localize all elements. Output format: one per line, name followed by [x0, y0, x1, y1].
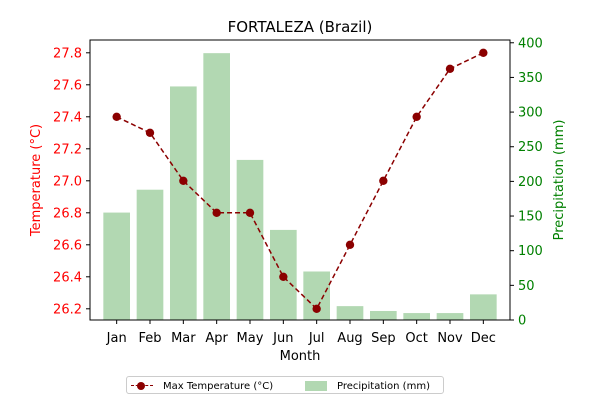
legend-label-precipitation: Precipitation (mm) — [337, 380, 430, 392]
precip-bar-sep — [370, 310, 397, 320]
precip-bar-nov — [436, 313, 464, 320]
x-tick-label: Jun — [272, 331, 293, 346]
right-tick-label: 250 — [518, 140, 543, 155]
left-axis-ticks: 26.2 26.4 26.6 26.8 27.0 27.2 27.4 27.6 27.8 — [53, 46, 90, 317]
temperature-point-aug — [345, 240, 355, 249]
left-tick-label: 27.4 — [53, 110, 82, 125]
right-axis-label: Precipitation (mm) — [552, 120, 567, 241]
precip-bar-mar — [170, 86, 197, 321]
legend: Max Temperature (°C) Precipitation (mm) — [126, 376, 444, 394]
left-tick-label: 27.6 — [53, 78, 82, 93]
left-tick-label: 26.4 — [53, 270, 82, 285]
left-tick-label: 27.0 — [53, 174, 82, 189]
precip-bar-aug — [336, 306, 364, 320]
temperature-point-may — [245, 208, 255, 217]
legend-bar-swatch — [305, 381, 327, 391]
left-tick-label: 27.2 — [53, 142, 82, 157]
legend-line-marker — [131, 381, 153, 391]
precip-bar-jan — [103, 212, 130, 320]
left-tick-label: 27.8 — [53, 46, 82, 61]
right-tick-label: 350 — [518, 71, 543, 86]
temperature-point-dec — [479, 48, 488, 57]
precip-bar-apr — [203, 53, 230, 321]
x-tick-label: Feb — [138, 331, 161, 346]
left-tick-label: 26.8 — [53, 206, 82, 221]
plot-frame — [89, 39, 511, 321]
left-axis-label: Temperature (°C) — [29, 124, 44, 237]
chart-title: FORTALEZA (Brazil) — [228, 18, 373, 36]
precip-bar-oct — [403, 313, 430, 320]
x-tick-label: Nov — [437, 331, 463, 346]
temperature-point-sep — [379, 176, 388, 185]
right-tick-label: 0 — [518, 314, 526, 329]
legend-entry-temperature: Max Temperature (°C) — [131, 378, 273, 394]
temperature-point-feb — [145, 128, 155, 137]
temperature-point-nov — [445, 64, 455, 74]
x-tick-label: Oct — [405, 331, 427, 346]
temperature-point-jun — [279, 272, 288, 281]
left-tick-label: 26.6 — [53, 238, 82, 253]
x-tick-label: Dec — [471, 331, 496, 346]
right-axis-ticks: 0 50 100 150 200 250 300 350 400 — [510, 36, 543, 329]
precipitation-bars — [103, 53, 497, 321]
x-tick-label: Jan — [106, 331, 127, 346]
left-tick-label: 26.2 — [53, 302, 82, 317]
right-tick-label: 100 — [518, 244, 543, 259]
precip-bar-may — [236, 159, 264, 320]
legend-entry-precipitation: Precipitation (mm) — [305, 378, 430, 394]
temperature-point-jan — [112, 112, 121, 122]
x-tick-label: May — [237, 331, 264, 346]
x-axis-ticks: Jan Feb Mar Apr May Jun Jul Aug Sep Oct Nov Dec — [106, 320, 496, 346]
right-tick-label: 150 — [518, 210, 543, 225]
temperature-point-apr — [212, 208, 221, 217]
x-tick-label: Mar — [171, 331, 196, 346]
temperature-point-mar — [179, 176, 188, 185]
right-tick-label: 50 — [518, 279, 535, 294]
temperature-point-jul — [312, 304, 321, 313]
x-axis-label: Month — [280, 349, 321, 364]
x-tick-label: Aug — [337, 331, 362, 346]
x-tick-label: Apr — [205, 331, 228, 346]
right-tick-label: 400 — [518, 36, 543, 51]
x-tick-label: Sep — [371, 331, 396, 346]
legend-label-temperature: Max Temperature (°C) — [163, 380, 274, 392]
right-tick-label: 200 — [518, 175, 543, 190]
precip-bar-dec — [470, 294, 497, 320]
temperature-point-oct — [412, 112, 421, 122]
precip-bar-feb — [136, 189, 164, 320]
right-tick-label: 300 — [518, 106, 543, 121]
x-tick-label: Jul — [308, 331, 325, 346]
temperature-line-layer — [112, 48, 488, 313]
